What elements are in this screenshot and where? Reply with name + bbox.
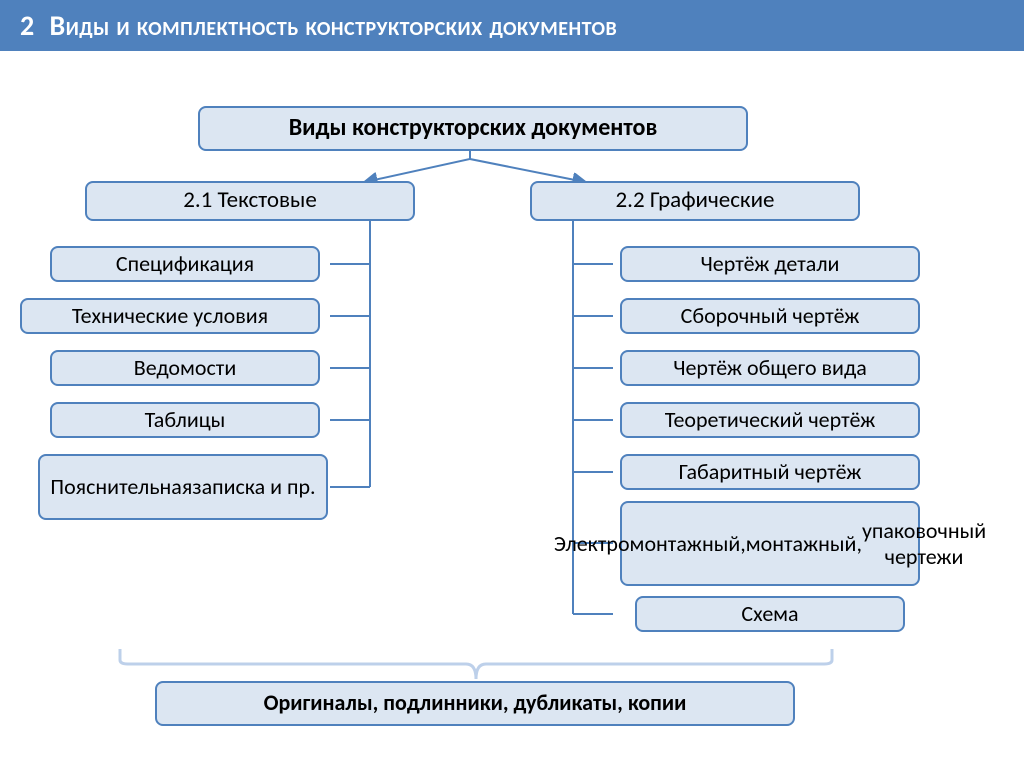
connector-lines: [0, 51, 1024, 751]
branch-box-1: 2.2 Графические: [530, 181, 860, 221]
right-leaf-0: Чертёж детали: [620, 246, 920, 282]
right-leaf-6: Схема: [635, 596, 905, 632]
title-bar: 2 Виды и комплектность конструкторских д…: [0, 0, 1024, 51]
diagram-area: Виды конструкторских документов 2.1 Текст…: [0, 51, 1024, 751]
left-leaf-3: Таблицы: [50, 402, 320, 438]
right-leaf-5: Электромонтажный,монтажный,упаковочный ч…: [620, 501, 920, 586]
left-leaf-0: Спецификация: [50, 246, 320, 282]
root-box: Виды конструкторских документов: [198, 106, 748, 151]
right-leaf-3: Теоретический чертёж: [620, 402, 920, 438]
left-leaf-2: Ведомости: [50, 350, 320, 386]
right-leaf-4: Габаритный чертёж: [620, 454, 920, 490]
bottom-box: Оригиналы, подлинники, дубликаты, копии: [155, 681, 795, 726]
title-number: 2: [20, 8, 35, 43]
left-leaf-1: Технические условия: [20, 298, 320, 334]
right-leaf-1: Сборочный чертёж: [620, 298, 920, 334]
title-text: Виды и комплектность конструкторских док…: [50, 8, 618, 43]
left-leaf-4: Пояснительнаязаписка и пр.: [38, 454, 328, 520]
branch-box-0: 2.1 Текстовые: [85, 181, 415, 221]
right-leaf-2: Чертёж общего вида: [620, 350, 920, 386]
